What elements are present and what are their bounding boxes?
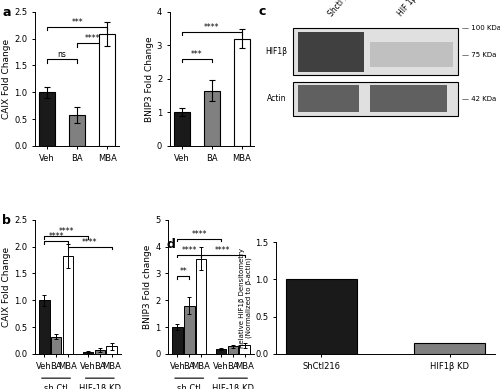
Text: ****: **** bbox=[48, 232, 64, 241]
Text: ****: **** bbox=[215, 245, 230, 255]
Text: ****: **** bbox=[58, 227, 74, 236]
Bar bbox=[184, 306, 194, 354]
Bar bbox=[294, 82, 458, 116]
Text: ****: **** bbox=[84, 34, 100, 43]
Bar bbox=[50, 337, 62, 354]
Bar bbox=[216, 349, 226, 354]
Text: ***: *** bbox=[72, 18, 83, 27]
Text: ****: **** bbox=[204, 23, 220, 32]
Text: Actin: Actin bbox=[268, 95, 287, 103]
Bar bbox=[39, 92, 56, 146]
Bar bbox=[286, 279, 356, 354]
Bar bbox=[172, 327, 182, 354]
Text: ****: **** bbox=[192, 230, 207, 238]
Text: c: c bbox=[258, 5, 266, 18]
Bar bbox=[174, 112, 190, 146]
Text: HIF 1β KD: HIF 1β KD bbox=[396, 0, 428, 18]
Bar bbox=[294, 28, 458, 75]
Text: HIF1β: HIF1β bbox=[265, 47, 287, 56]
Bar bbox=[240, 345, 250, 354]
Bar bbox=[196, 259, 206, 354]
Y-axis label: CAIX Fold Change: CAIX Fold Change bbox=[2, 247, 12, 327]
Bar bbox=[69, 115, 86, 146]
Text: — 42 KDa: — 42 KDa bbox=[462, 96, 496, 102]
Bar bbox=[82, 352, 94, 354]
Text: d: d bbox=[166, 238, 175, 251]
Bar bbox=[370, 86, 447, 112]
Text: sh Ctl: sh Ctl bbox=[178, 384, 201, 389]
Bar bbox=[99, 34, 116, 146]
Bar bbox=[204, 91, 220, 146]
Text: ****: **** bbox=[82, 238, 98, 247]
Bar bbox=[370, 42, 454, 67]
Bar bbox=[62, 256, 73, 354]
Bar bbox=[298, 32, 364, 72]
Text: sh Ctl: sh Ctl bbox=[44, 384, 68, 389]
Text: ns: ns bbox=[58, 50, 66, 60]
Bar bbox=[94, 350, 105, 354]
Text: a: a bbox=[3, 6, 12, 19]
Bar bbox=[414, 343, 485, 354]
Text: b: b bbox=[2, 214, 11, 228]
Text: **: ** bbox=[180, 267, 187, 276]
Bar bbox=[228, 347, 238, 354]
Y-axis label: BNIP3 Fold change: BNIP3 Fold change bbox=[144, 245, 152, 329]
Y-axis label: BNIP3 Fold Change: BNIP3 Fold Change bbox=[145, 36, 154, 122]
Bar bbox=[234, 39, 250, 146]
Text: HIF-1β KD: HIF-1β KD bbox=[212, 384, 254, 389]
Bar bbox=[106, 347, 117, 354]
Text: ****: **** bbox=[182, 245, 197, 255]
Y-axis label: Relative HIF1β Densitometry
(Normalized to β-actin): Relative HIF1β Densitometry (Normalized … bbox=[239, 248, 252, 348]
Text: Shctl 216: Shctl 216 bbox=[326, 0, 356, 18]
Bar bbox=[298, 86, 359, 112]
Text: — 75 KDa: — 75 KDa bbox=[462, 52, 496, 58]
Text: — 100 KDa: — 100 KDa bbox=[462, 25, 500, 32]
Text: ***: *** bbox=[191, 50, 202, 59]
Text: HIF-1β KD: HIF-1β KD bbox=[79, 384, 121, 389]
Bar bbox=[39, 300, 50, 354]
Y-axis label: CAIX Fold Change: CAIX Fold Change bbox=[2, 39, 12, 119]
